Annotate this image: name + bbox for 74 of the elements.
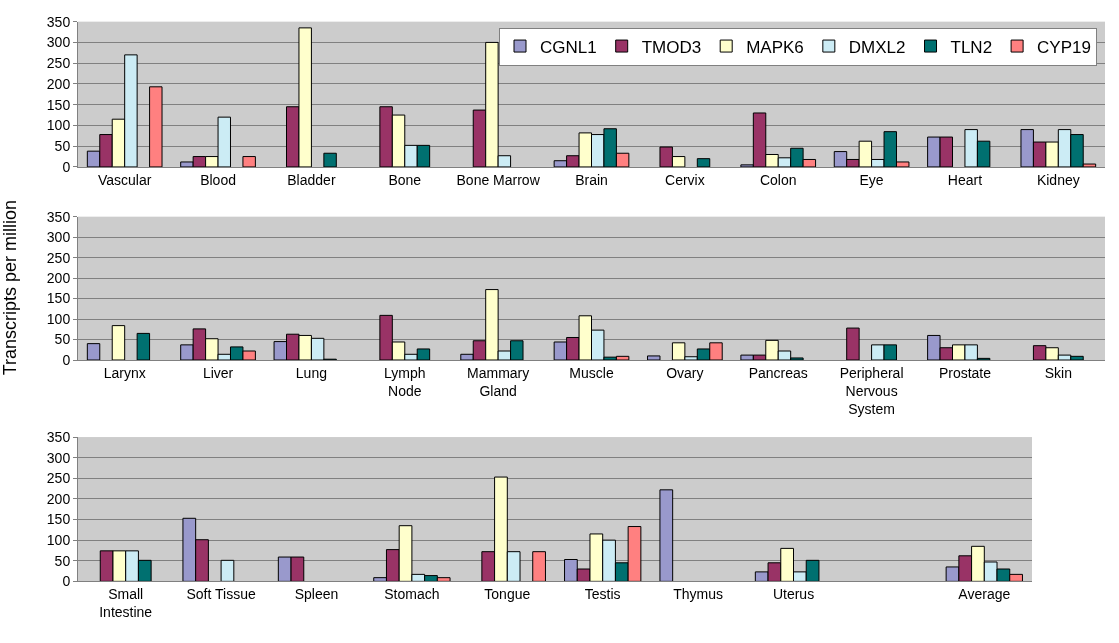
x-tick-label: Tongue xyxy=(484,586,531,603)
x-tick-label: Larynx xyxy=(103,364,146,381)
y-tick-label: 0 xyxy=(62,351,71,368)
y-tick-label: 150 xyxy=(46,511,71,528)
bar xyxy=(647,355,661,361)
x-tick-label: Ovary xyxy=(666,364,704,381)
x-tick-label: Eye xyxy=(859,171,884,188)
bar xyxy=(149,86,163,167)
x-tick-label: Pancreas xyxy=(748,364,808,381)
y-tick-label: 200 xyxy=(46,75,71,92)
y-tick-label: 50 xyxy=(54,552,71,569)
y-tick-label: 350 xyxy=(46,13,71,30)
x-tick-label: Bone xyxy=(388,171,422,188)
x-tick-label: Prostate xyxy=(938,364,992,381)
bar xyxy=(220,559,235,582)
x-tick-label: Mammary Gland xyxy=(467,364,530,400)
bar xyxy=(136,332,151,361)
x-tick-label: Lung xyxy=(295,364,327,381)
y-tick-label: 0 xyxy=(62,573,71,590)
x-tick-label: Blood xyxy=(200,171,236,188)
y-tick-label: 350 xyxy=(46,208,71,225)
x-tick-label: Stomach xyxy=(384,586,440,603)
x-tick-label: Thymus xyxy=(673,586,723,603)
x-tick-label: Spleen xyxy=(294,586,339,603)
y-tick-label: 50 xyxy=(54,331,71,348)
x-tick-label: Lymph Node xyxy=(384,364,426,400)
bar xyxy=(659,489,674,582)
x-tick-label: Liver xyxy=(202,364,234,381)
y-tick-label: 100 xyxy=(46,310,71,327)
x-tick-label: Bone Marrow xyxy=(456,171,541,188)
bar xyxy=(846,327,860,361)
y-tick-label: 50 xyxy=(54,138,71,155)
x-tick-label: Cervix xyxy=(665,171,705,188)
x-tick-label: Vascular xyxy=(97,171,152,188)
x-tick-label: Peripheral Nervous System xyxy=(839,364,904,418)
y-tick-label: 100 xyxy=(46,532,71,549)
bar xyxy=(696,158,711,167)
legend-label: DMXL2 xyxy=(848,37,906,57)
bar xyxy=(86,343,101,361)
x-tick-label: Heart xyxy=(947,171,983,188)
legend-label: CYP19 xyxy=(1037,37,1091,57)
y-tick-label: 300 xyxy=(46,229,71,246)
y-tick-label: 300 xyxy=(46,449,71,466)
x-tick-label: Small Intestine xyxy=(99,586,153,621)
x-tick-label: Skin xyxy=(1044,364,1072,381)
bar xyxy=(242,156,256,167)
y-axis-title: Transcripts per million xyxy=(0,199,20,376)
y-tick-label: 300 xyxy=(46,34,71,51)
x-tick-label: Muscle xyxy=(569,364,614,381)
y-tick-label: 200 xyxy=(46,270,71,286)
y-tick-label: 250 xyxy=(46,55,71,72)
bar xyxy=(323,152,337,167)
y-tick-label: 0 xyxy=(62,158,71,175)
x-tick-label: Colon xyxy=(759,171,797,188)
bar xyxy=(111,325,126,361)
y-tick-label: 150 xyxy=(46,290,71,307)
x-tick-label: Bladder xyxy=(287,171,336,188)
legend-label: CGNL1 xyxy=(540,37,597,57)
y-tick-label: 150 xyxy=(46,96,71,113)
y-tick-label: 350 xyxy=(46,428,71,445)
x-tick-label: Average xyxy=(958,586,1011,603)
legend-label: TLN2 xyxy=(950,37,993,57)
legend-label: MAPK6 xyxy=(746,37,804,57)
y-tick-label: 250 xyxy=(46,249,71,266)
bar xyxy=(532,551,546,582)
y-tick-label: 250 xyxy=(46,470,71,487)
y-tick-label: 100 xyxy=(46,117,71,134)
y-tick-label: 200 xyxy=(46,490,71,507)
legend-label: TMOD3 xyxy=(641,37,702,57)
x-tick-label: Uterus xyxy=(772,586,815,603)
x-tick-label: Soft Tissue xyxy=(186,586,256,603)
x-tick-label: Testis xyxy=(584,586,621,603)
x-tick-label: Kidney xyxy=(1036,171,1080,188)
x-tick-label: Brain xyxy=(575,171,608,188)
